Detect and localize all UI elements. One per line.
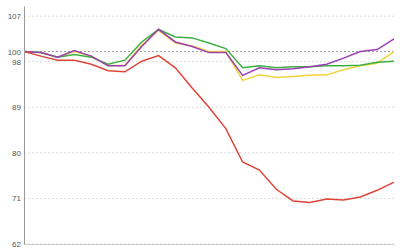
y-tick: 71 bbox=[12, 194, 24, 203]
grid-line bbox=[24, 16, 394, 17]
y-tick-label: 107 bbox=[8, 12, 22, 21]
y-tick-label: 100 bbox=[8, 48, 22, 57]
y-tick: 100 bbox=[8, 48, 24, 57]
y-tick: 80 bbox=[12, 149, 24, 158]
grid bbox=[24, 16, 394, 244]
series-group bbox=[24, 29, 394, 202]
y-tick-label: 89 bbox=[12, 103, 21, 112]
series-line bbox=[24, 52, 394, 203]
y-tick-label: 98 bbox=[12, 58, 21, 67]
x-axis-line bbox=[25, 244, 395, 245]
grid-line bbox=[24, 198, 394, 199]
y-tick-label: 71 bbox=[12, 194, 21, 203]
y-axis: 62 71 80 89 98100 107 bbox=[8, 7, 25, 250]
x-axis bbox=[25, 244, 395, 245]
y-tick: 62 bbox=[12, 240, 24, 249]
y-tick: 89 bbox=[12, 103, 24, 112]
plot: 62 71 80 89 98100 107 bbox=[8, 7, 395, 250]
y-tick: 107 bbox=[8, 12, 24, 21]
y-axis-line bbox=[24, 7, 25, 245]
grid-line bbox=[24, 244, 394, 245]
chart: 62 71 80 89 98100 107 bbox=[0, 0, 400, 250]
y-tick: 98 bbox=[12, 58, 24, 67]
y-tick-label: 80 bbox=[12, 149, 21, 158]
y-tick-label: 62 bbox=[12, 240, 21, 249]
series-line bbox=[24, 29, 394, 75]
grid-line bbox=[24, 152, 394, 153]
